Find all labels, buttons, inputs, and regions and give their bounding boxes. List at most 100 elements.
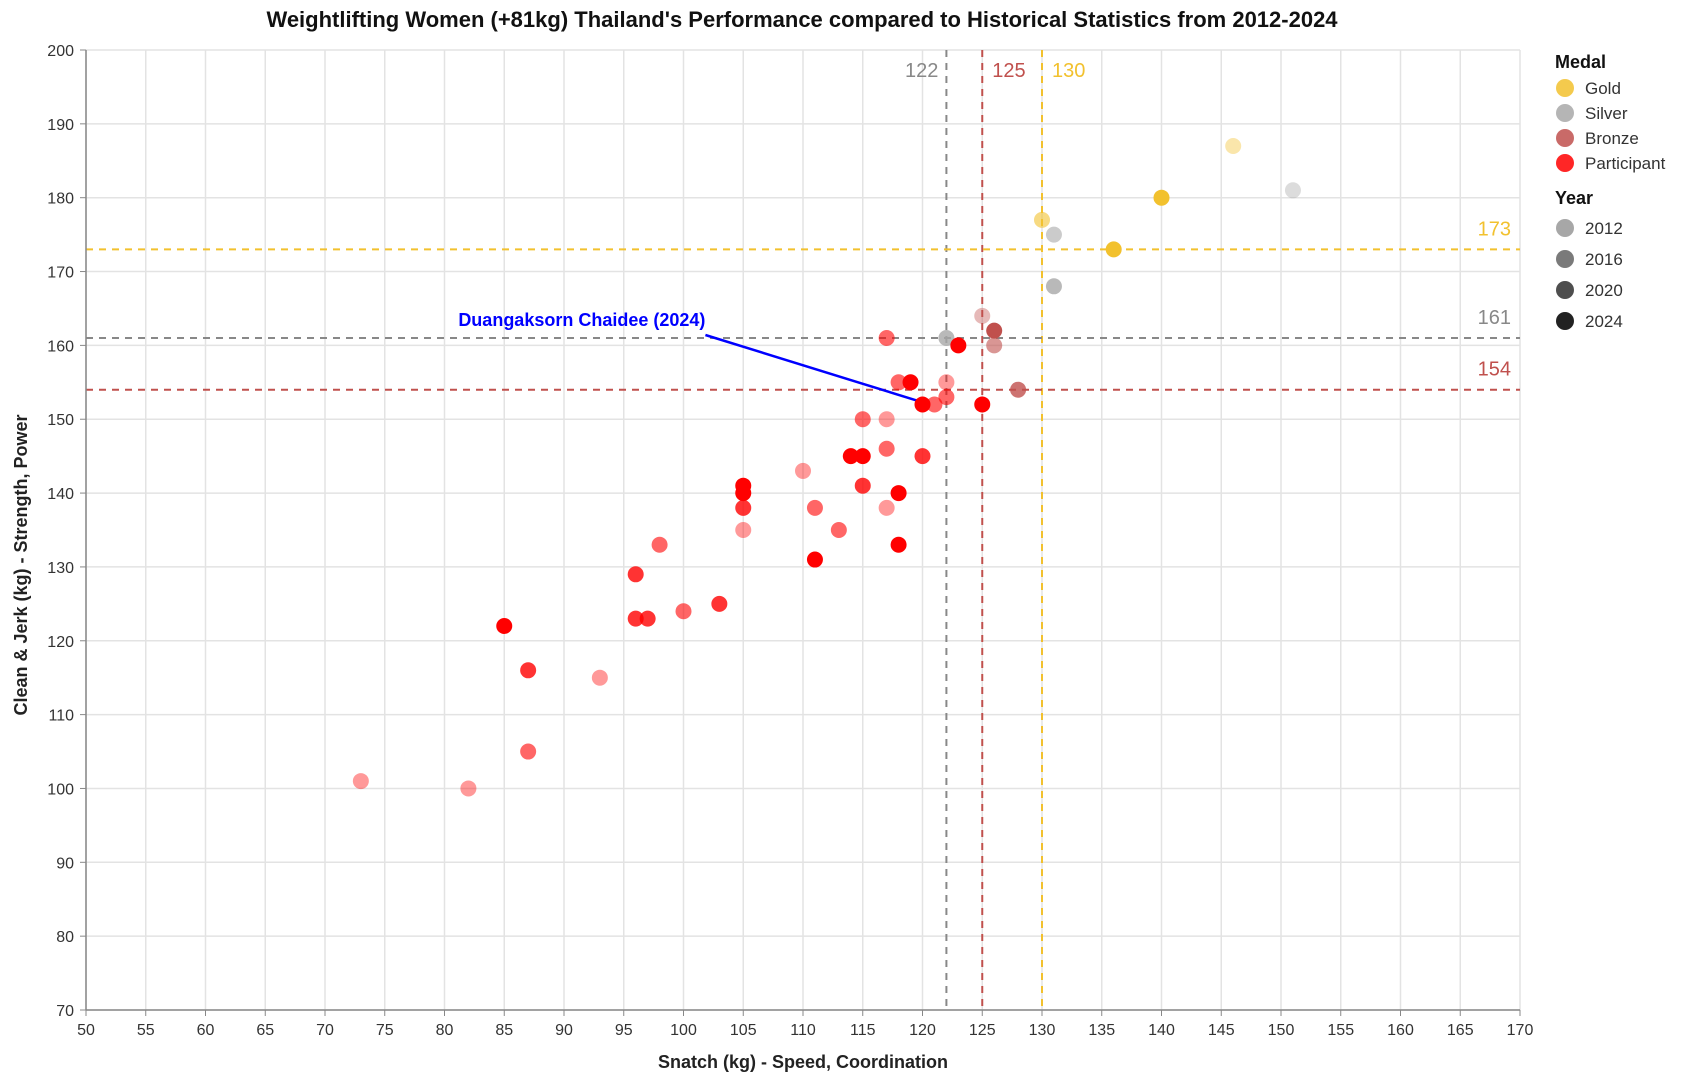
x-tick-label: 160 — [1387, 1022, 1414, 1039]
legend-medal-swatch — [1556, 129, 1574, 147]
y-axis-title: Clean & Jerk (kg) - Strength, Power — [11, 414, 31, 715]
legend-year-title: Year — [1555, 188, 1593, 208]
data-point — [878, 330, 895, 346]
data-point — [711, 595, 728, 612]
data-point — [938, 330, 955, 346]
y-tick-label: 170 — [47, 265, 74, 282]
y-tick-label: 180 — [47, 191, 74, 208]
x-tick-label: 140 — [1148, 1022, 1175, 1039]
x-tick-label: 95 — [615, 1022, 633, 1039]
data-point — [1225, 138, 1242, 154]
x-tick-label: 165 — [1447, 1022, 1474, 1039]
data-point — [591, 669, 608, 686]
y-tick-label: 160 — [47, 338, 74, 355]
x-tick-label: 120 — [909, 1022, 936, 1039]
x-tick-label: 130 — [1029, 1022, 1056, 1039]
data-point — [675, 603, 692, 620]
legend-year-swatch — [1556, 219, 1574, 237]
y-tick-label: 90 — [56, 855, 74, 872]
grid — [85, 49, 1521, 1011]
legend: Medal Gold Silver Bronze Participant Year 2012… — [1555, 52, 1666, 331]
data-point — [842, 448, 859, 465]
data-point — [914, 396, 931, 413]
x-tick-label: 70 — [316, 1022, 334, 1039]
data-point — [854, 448, 871, 465]
x-tick-label: 80 — [436, 1022, 454, 1039]
axes: 50 55 60 65 70 75 80 85 90 95 100 105 110 115 120 125 13… — [47, 43, 1533, 1039]
chart-title: Weightlifting Women (+81kg) Thailand's P… — [266, 7, 1338, 32]
data-point — [1153, 189, 1170, 206]
legend-year-label: 2012 — [1585, 219, 1623, 238]
x-tick-label: 50 — [77, 1022, 95, 1039]
legend-medal-label: Participant — [1585, 154, 1666, 173]
y-tick-label: 100 — [47, 781, 74, 798]
data-point — [520, 743, 537, 760]
legend-medal-label: Bronze — [1585, 129, 1639, 148]
legend-year-label: 2020 — [1585, 281, 1623, 300]
data-point — [854, 411, 871, 428]
y-tick-label: 80 — [56, 929, 74, 946]
legend-medal-label: Gold — [1585, 79, 1621, 98]
data-point — [651, 536, 668, 553]
x-tick-label: 115 — [850, 1022, 876, 1039]
data-point — [938, 389, 955, 406]
data-point — [914, 448, 931, 465]
data-point — [926, 396, 943, 413]
legend-year-swatch — [1556, 281, 1574, 299]
reference-lines: 122 125 130 173 161 154 — [86, 50, 1520, 1010]
y-tick-label: 140 — [47, 486, 74, 503]
x-tick-label: 150 — [1268, 1022, 1295, 1039]
x-tick-label: 55 — [137, 1022, 155, 1039]
data-point — [627, 610, 644, 627]
x-tick-label: 145 — [1208, 1022, 1235, 1039]
data-point — [1045, 226, 1062, 243]
horizontal-reference-label: 173 — [1478, 218, 1511, 240]
annotation-group: Duangaksorn Chaidee (2024) — [458, 310, 917, 402]
data-point — [735, 485, 752, 502]
data-point — [890, 485, 907, 502]
data-point — [1105, 241, 1122, 258]
data-point — [890, 536, 907, 553]
data-point — [878, 411, 895, 428]
annotation-leader-line — [705, 333, 917, 402]
x-tick-label: 90 — [555, 1022, 573, 1039]
y-tick-label: 120 — [47, 634, 74, 651]
data-point — [986, 337, 1003, 354]
data-point — [878, 499, 895, 516]
x-tick-label: 125 — [969, 1022, 996, 1039]
legend-medal-swatch — [1556, 79, 1574, 97]
x-tick-label: 155 — [1327, 1022, 1354, 1039]
legend-medal-title: Medal — [1555, 52, 1606, 72]
data-point — [496, 618, 513, 634]
annotation-label: Duangaksorn Chaidee (2024) — [458, 310, 705, 330]
horizontal-reference-label: 161 — [1478, 307, 1511, 329]
legend-year-swatch — [1556, 312, 1574, 330]
data-point — [627, 566, 644, 583]
legend-year-label: 2024 — [1585, 312, 1623, 331]
y-tick-label: 70 — [56, 1003, 74, 1020]
data-point — [1284, 182, 1301, 199]
data-point — [890, 374, 907, 391]
x-tick-label: 170 — [1507, 1022, 1534, 1039]
y-tick-label: 190 — [47, 117, 74, 134]
legend-medal-label: Silver — [1585, 104, 1628, 123]
y-tick-label: 130 — [47, 560, 74, 577]
data-point — [806, 551, 823, 568]
data-point — [854, 477, 871, 494]
data-point — [1034, 211, 1050, 228]
vertical-reference-label: 130 — [1052, 60, 1085, 82]
data-point — [974, 307, 991, 324]
x-axis-title: Snatch (kg) - Speed, Coordination — [658, 1052, 948, 1072]
legend-year-swatch — [1556, 250, 1574, 268]
horizontal-reference-label: 154 — [1478, 359, 1511, 381]
vertical-reference-label: 122 — [905, 60, 938, 82]
x-tick-label: 65 — [256, 1022, 274, 1039]
data-point — [974, 396, 991, 413]
x-tick-label: 135 — [1088, 1022, 1115, 1039]
data-point — [460, 780, 477, 797]
x-tick-label: 75 — [376, 1022, 394, 1039]
data-point — [735, 499, 752, 516]
data-point — [1045, 278, 1062, 295]
